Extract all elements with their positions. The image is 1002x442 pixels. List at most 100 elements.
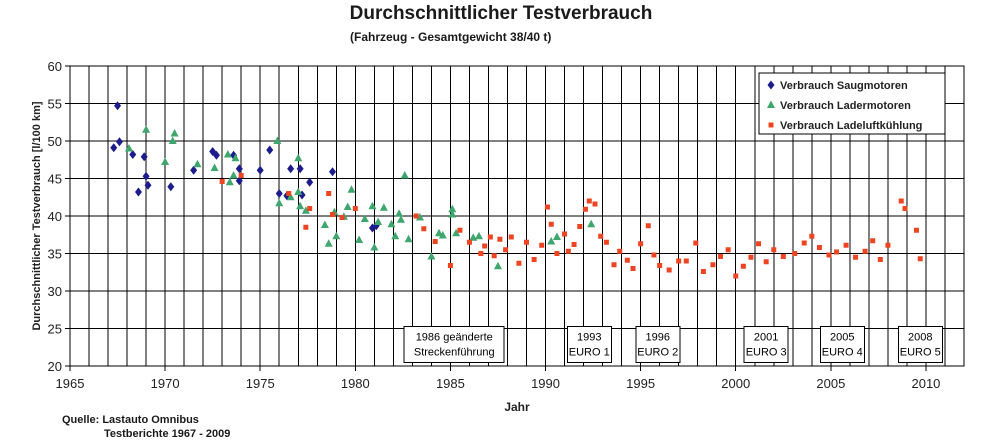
annotation-text: 2008 [908,331,932,343]
annotation-box: 2008 EURO 5 [897,325,943,363]
x-tick-label: 1995 [626,376,655,391]
data-point [497,236,503,242]
data-point [586,198,592,204]
data-point [913,227,919,233]
data-point [134,187,142,197]
data-point [801,240,807,246]
data-point [816,245,822,250]
data-point [554,251,560,256]
data-point [452,228,461,237]
data-point [487,234,493,240]
y-tick-label: 40 [48,209,62,224]
data-point [748,254,754,260]
data-point [693,240,699,246]
data-point [275,198,284,207]
annotation-frame [743,325,789,363]
data-point [603,239,609,245]
annotation-box: 2001 EURO 3 [743,325,789,363]
data-point [725,247,731,253]
data-point [474,231,483,240]
legend-label: Verbrauch Ladermotoren [780,100,911,112]
y-tick-label: 45 [48,172,62,187]
legend-label: Verbrauch Saugmotoren [780,80,908,92]
data-point [562,231,568,237]
data-point [296,201,305,210]
data-point [503,247,509,253]
data-point [826,252,832,258]
data-point [457,227,463,233]
source-note: Quelle: Lastauto Omnibus Testberichte 19… [62,413,230,441]
annotation-frame [897,325,943,363]
data-point [885,242,891,248]
annotation-box: 1996 EURO 2 [635,325,681,363]
data-point [355,235,364,243]
data-point [524,239,530,245]
data-point [339,215,345,220]
data-point [329,212,335,217]
data-point [303,224,309,230]
data-point [435,228,444,237]
x-tick-label: 2010 [911,376,940,391]
data-point [415,213,424,221]
x-tick-label: 1980 [341,376,370,391]
data-point [275,189,283,198]
legend-marker [768,122,774,128]
data-point [190,165,198,175]
data-point [219,179,225,184]
data-point [343,202,352,210]
chart-title: Durchschnittlicher Testverbrauch [349,3,653,24]
data-point [531,257,537,262]
data-point [843,242,849,248]
data-point [370,243,379,251]
series-square [219,173,923,279]
data-point [657,263,663,268]
data-point [332,231,341,240]
data-point [296,164,304,174]
data-point [862,248,868,254]
data-point [142,125,151,133]
annotation-box: 1993 EURO 1 [566,325,612,363]
data-point [320,220,329,228]
data-point [235,164,243,174]
y-tick-label: 55 [48,97,62,112]
annotation-text: 1996 [646,331,670,343]
y-tick-label: 30 [48,284,62,299]
data-point [306,177,314,187]
data-point [114,101,122,111]
data-point [438,231,447,239]
x-tick-label: 1975 [246,376,275,391]
annotation-text: EURO 3 [746,346,787,358]
data-point [256,165,264,175]
data-point [598,233,604,239]
data-point [877,257,883,262]
y-tick-label: 20 [48,359,62,374]
data-point [391,231,400,240]
legend-item: Verbrauch Saugmotoren [767,80,908,92]
x-tick-label: 2005 [816,376,845,391]
data-point [223,150,232,158]
data-point [666,267,672,273]
annotation-text: EURO 1 [569,346,610,358]
data-point [266,145,274,155]
data-point [547,237,556,245]
data-point [700,269,706,274]
data-point [834,249,840,255]
data-point [170,129,179,137]
data-point [347,185,356,193]
data-point [902,206,908,211]
data-point [413,213,419,219]
data-point [870,238,876,244]
data-point [161,157,170,165]
data-point [225,177,234,186]
data-point [624,257,630,263]
data-point [763,259,769,265]
data-point [294,153,303,162]
data-point [396,215,405,223]
data-point [432,239,438,244]
annotation-frame [403,325,505,363]
legend-item: Verbrauch Ladermotoren [767,100,911,112]
data-point [638,241,644,247]
data-point [379,203,388,211]
